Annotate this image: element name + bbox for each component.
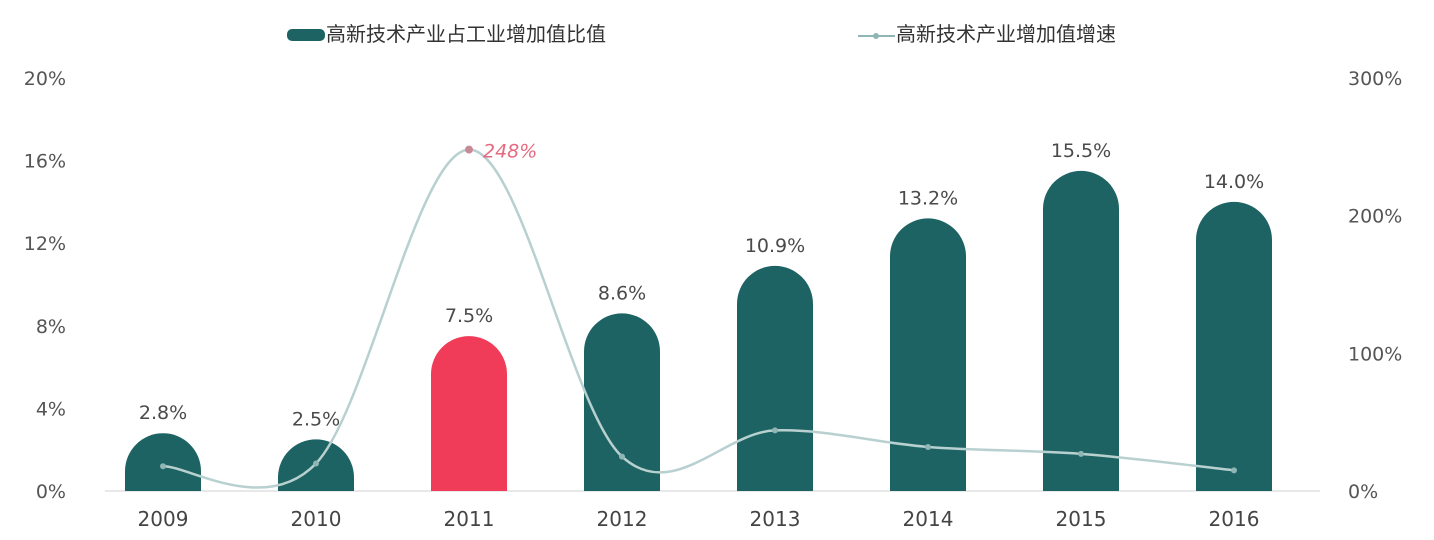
left-axis: 0% 4% 8% 12% 16% 20%	[24, 68, 66, 503]
x-tick-label: 2014	[903, 507, 954, 531]
bar-2014	[890, 218, 966, 491]
bar-2009	[125, 433, 201, 491]
x-tick-label: 2011	[444, 507, 495, 531]
x-tick-label: 2016	[1209, 507, 1260, 531]
x-axis-labels: 2009 2010 2011 2012 2013 2014 2015 2016	[138, 507, 1260, 531]
bar-data-label: 14.0%	[1204, 171, 1264, 193]
x-tick-label: 2010	[291, 507, 342, 531]
bar-data-label: 10.9%	[745, 235, 805, 257]
left-tick-label: 8%	[36, 316, 66, 338]
growth-point-2011	[465, 146, 473, 154]
x-tick-label: 2012	[597, 507, 648, 531]
bar-2012	[584, 313, 660, 491]
bar-2011	[431, 336, 507, 491]
bar-data-label: 2.5%	[292, 408, 340, 430]
bar-data-label: 2.8%	[139, 402, 187, 424]
legend: 高新技术产业占工业增加值比值 高新技术产业增加值增速	[287, 22, 1116, 46]
left-tick-label: 4%	[36, 398, 66, 420]
growth-point-2012	[619, 454, 625, 460]
bar-2013	[737, 266, 813, 491]
bar-data-label: 15.5%	[1051, 140, 1111, 162]
bar-data-label: 7.5%	[445, 305, 493, 327]
growth-point-2014	[925, 444, 931, 450]
growth-point-2015	[1078, 451, 1084, 457]
growth-point-2016	[1231, 467, 1237, 473]
left-tick-label: 12%	[24, 233, 66, 255]
bar-data-label: 13.2%	[898, 187, 958, 209]
bar-2015	[1043, 171, 1119, 491]
x-tick-label: 2013	[750, 507, 801, 531]
bar-data-label: 8.6%	[598, 282, 646, 304]
left-tick-label: 0%	[36, 481, 66, 503]
legend-bar-label: 高新技术产业占工业增加值比值	[326, 22, 606, 46]
x-tick-label: 2009	[138, 507, 189, 531]
right-tick-label: 300%	[1348, 68, 1402, 90]
legend-line-label: 高新技术产业增加值增速	[896, 22, 1116, 46]
growth-point-2010	[313, 460, 319, 466]
x-tick-label: 2015	[1056, 507, 1107, 531]
growth-point-2009	[160, 463, 166, 469]
right-tick-label: 200%	[1348, 206, 1402, 228]
growth-data-label: 248%	[483, 141, 537, 163]
legend-line-marker	[873, 33, 879, 39]
right-tick-label: 0%	[1348, 481, 1378, 503]
right-tick-label: 100%	[1348, 343, 1402, 365]
bar-2016	[1196, 202, 1272, 491]
bars	[125, 171, 1272, 491]
right-axis: 0% 100% 200% 300%	[1348, 68, 1402, 503]
left-tick-label: 20%	[24, 68, 66, 90]
growth-point-2013	[772, 427, 778, 433]
left-tick-label: 16%	[24, 151, 66, 173]
legend-bar-swatch	[287, 29, 325, 41]
